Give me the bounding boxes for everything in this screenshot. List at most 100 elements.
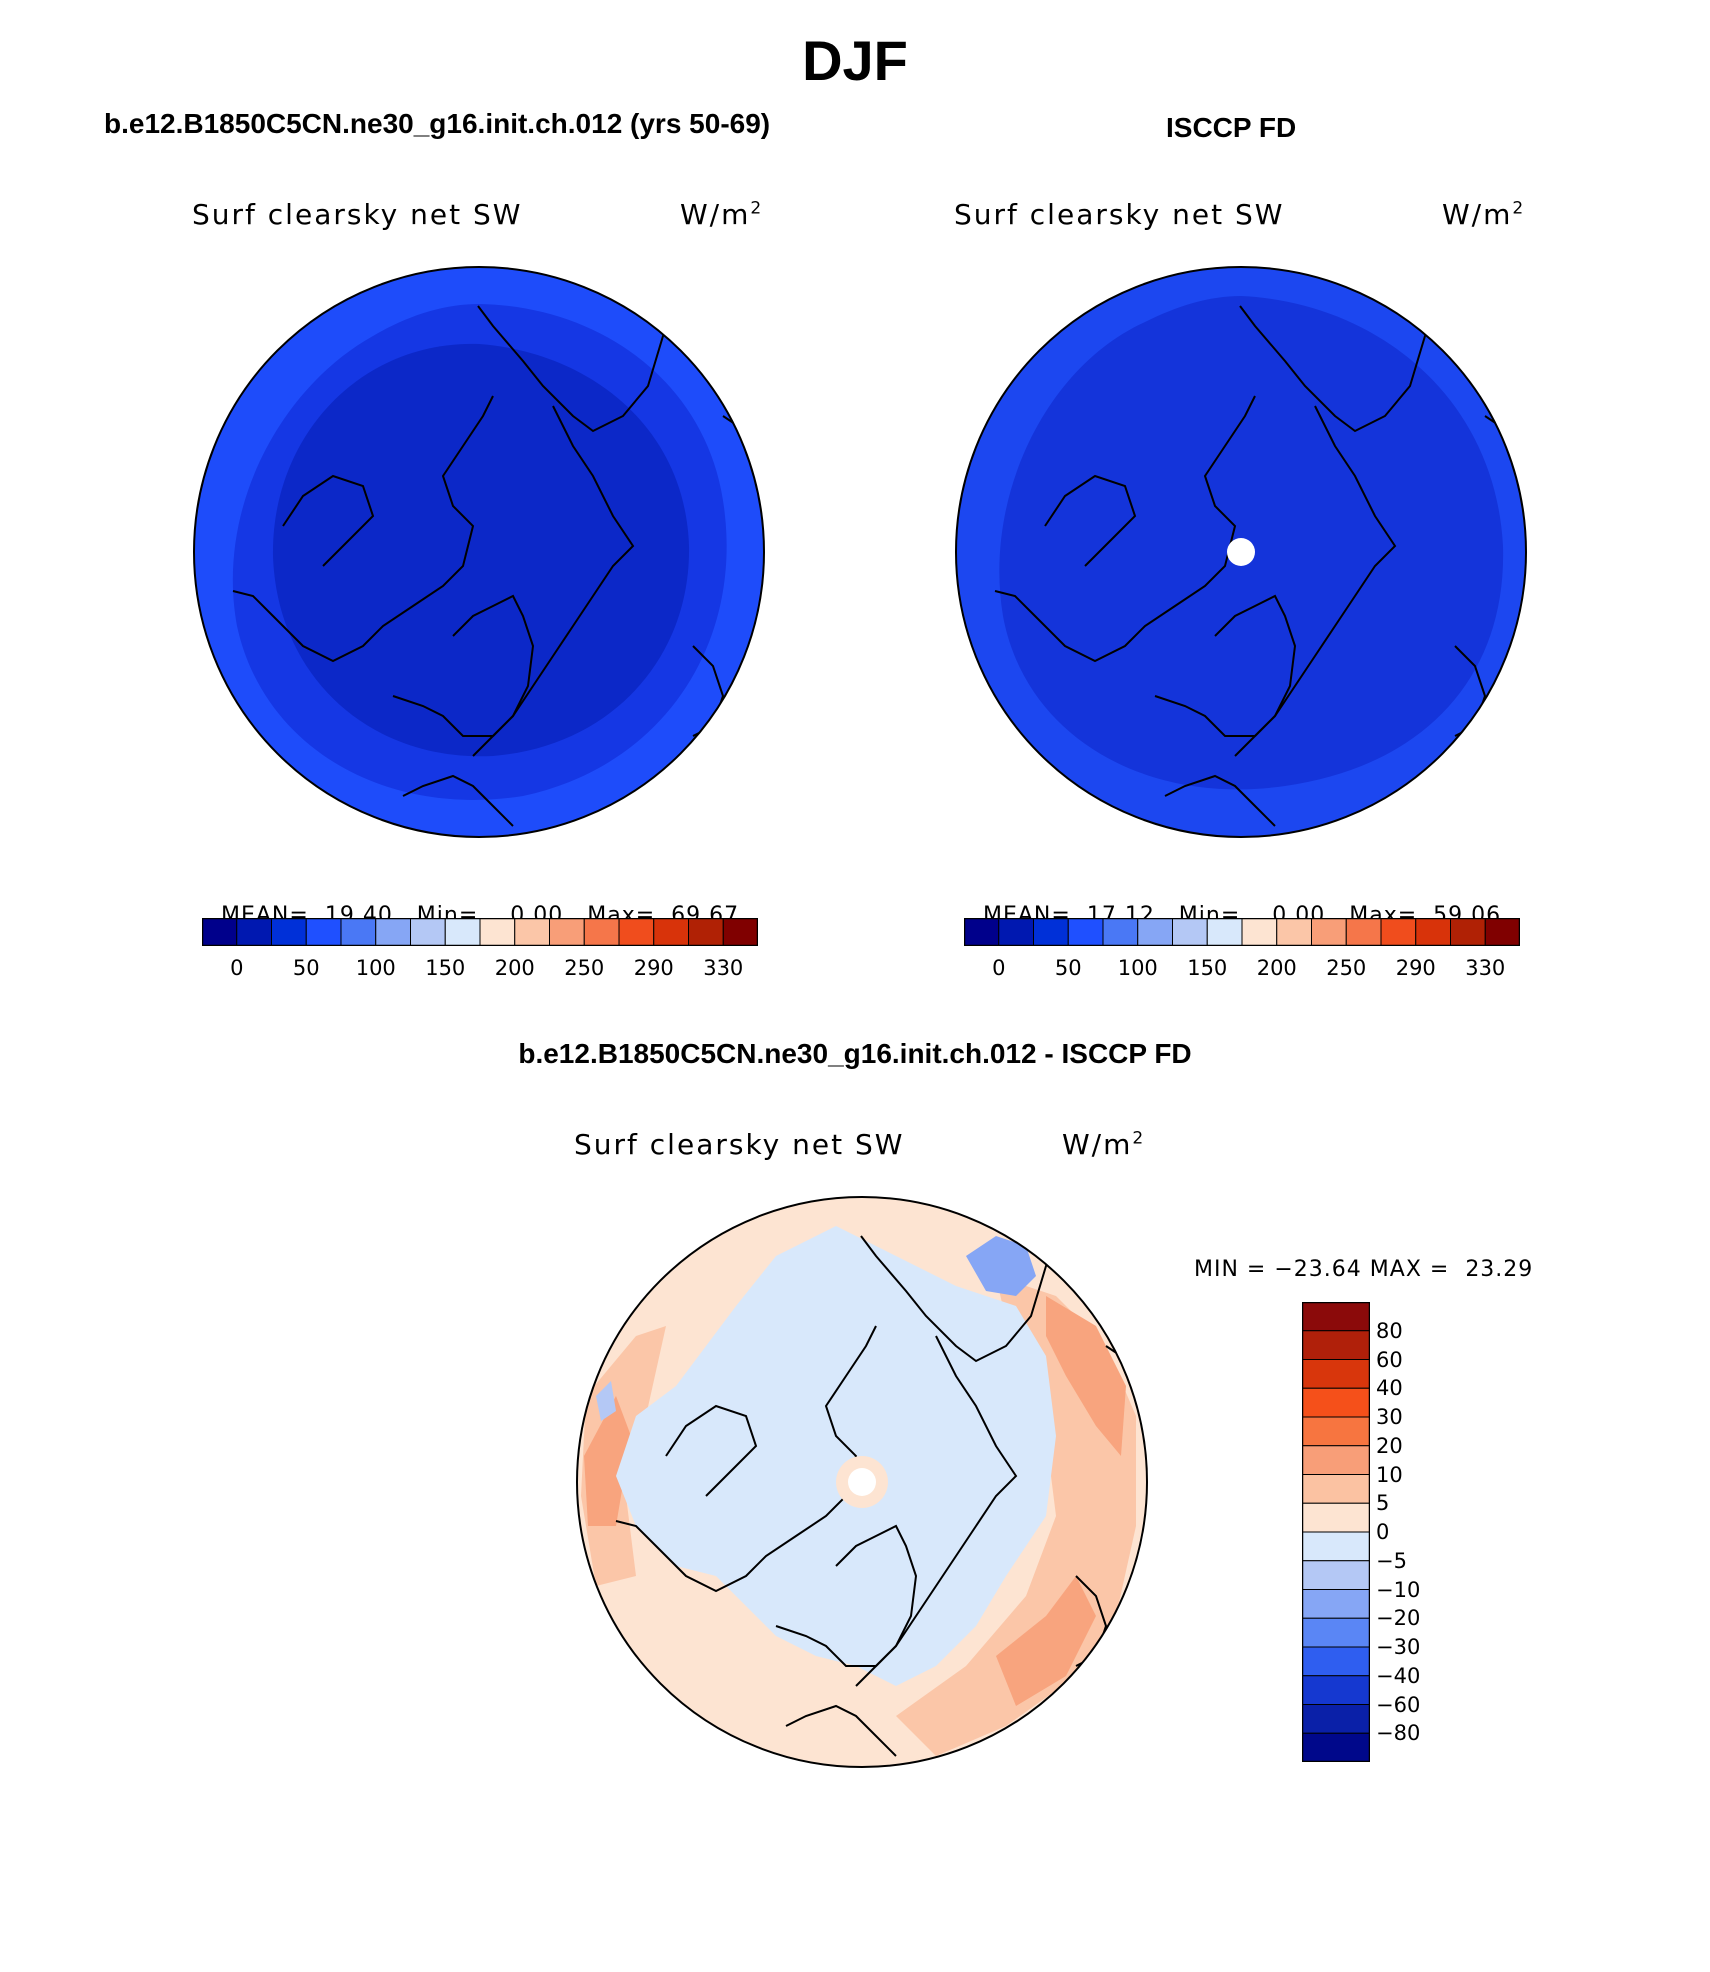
colorbar-tick-label: 150 [1187,956,1228,980]
panel1-field-label: Surf clearsky net SW [192,198,523,231]
colorbar-swatch [688,918,724,946]
colorbar-tick-label: −10 [1376,1577,1421,1602]
colorbar-swatch [236,918,272,946]
colorbar-swatch [1102,918,1139,946]
colorbar-frame [1302,1302,1370,1762]
colorbar-swatch [1415,918,1451,946]
panel1-field-inner [272,343,690,757]
colorbar-swatch [410,918,446,946]
colorbar-swatch [479,918,516,946]
colorbar-swatch [1302,1445,1370,1475]
colorbar-tick-label: 290 [1395,956,1436,980]
colorbar-swatch [271,918,307,946]
colorbar-tick-label: 250 [1326,956,1367,980]
colorbar-swatch [1450,918,1486,946]
colorbar-swatch [549,918,585,946]
colorbar-swatch [1302,1589,1370,1619]
panel3-colorbar [1302,1302,1370,1762]
colorbar-swatch [1302,1560,1370,1590]
colorbar-swatch [1302,1387,1370,1418]
colorbar-swatch [1302,1330,1370,1360]
colorbar-swatch [340,918,377,946]
colorbar-swatch [1276,918,1312,946]
colorbar-swatch [1302,1617,1370,1648]
colorbar-tick-label: 0 [992,956,1006,980]
colorbar-tick-label: 100 [1117,956,1158,980]
colorbar-tick-label: 50 [1054,956,1082,980]
panel2-field-label: Surf clearsky net SW [954,198,1285,231]
colorbar-tick-label: 200 [1256,956,1297,980]
colorbar-swatch [1302,1704,1370,1734]
colorbar-swatch [1380,918,1417,946]
panel2-colorbar [964,918,1520,946]
colorbar-swatch [202,918,238,946]
colorbar-tick-label: 100 [355,956,396,980]
colorbar-tick-label: 250 [564,956,605,980]
colorbar-tick-label: 0 [1376,1520,1390,1544]
colorbar-swatch [1302,1531,1370,1562]
colorbar-swatch [1302,1474,1370,1504]
colorbar-swatch [964,918,1000,946]
panel3-colorbar-ticks: 80 60 40 30 20 10 5 0 −5 −10 −20 −30 −40 −60 −80 [1376,1302,1456,1762]
colorbar-tick-label: −80 [1376,1721,1421,1746]
panel3-field-positive-west-strong [584,1396,631,1526]
panel3-stats: MIN = −23.64 MAX = 23.29 [1194,1257,1534,1282]
colorbar-tick-label: 5 [1376,1491,1390,1516]
colorbar-tick-label: −30 [1376,1635,1421,1659]
panel3-missing-pole [848,1468,876,1496]
panel3-field-positive-southeast [996,1576,1096,1706]
panel3-units: W/m2 [1062,1128,1146,1161]
colorbar-tick-label: 20 [1376,1433,1403,1458]
panel1-title: b.e12.B1850C5CN.ne30_g16.init.ch.012 (yr… [104,108,771,139]
colorbar-frame [964,918,1520,946]
panel2-missing-pole [1227,538,1255,566]
colorbar-tick-label: 0 [230,956,244,980]
panel2-title: ISCCP FD [1166,112,1297,143]
panel3-field-positive-east-strong [1046,1296,1126,1456]
colorbar-swatch [1302,1646,1370,1677]
colorbar-swatch [1302,1732,1370,1762]
colorbar-swatch [722,918,758,946]
colorbar-tick-label: −40 [1376,1663,1421,1688]
panel3-field-label: Surf clearsky net SW [574,1128,905,1161]
colorbar-tick-label: 40 [1376,1376,1403,1401]
colorbar-swatch [618,918,655,946]
colorbar-swatch [1311,918,1347,946]
panel3-coastlines [615,1225,1147,1757]
colorbar-swatch [653,918,689,946]
panel2-colorbar-ticks: 0 50 100 150 200 250 290 330 [964,956,1520,982]
colorbar-tick-label: 10 [1376,1462,1403,1487]
colorbar-tick-label: 330 [703,956,744,980]
colorbar-tick-label: −60 [1376,1692,1421,1717]
panel3-field-negative-patch-2 [596,1381,616,1421]
panel2-map [955,266,1527,838]
colorbar-tick-label: 330 [1465,956,1506,980]
panel1-map [193,266,765,838]
colorbar-swatch [1172,918,1208,946]
colorbar-swatch [1345,918,1382,946]
colorbar-swatch [998,918,1034,946]
colorbar-tick-label: 290 [633,956,674,980]
colorbar-tick-label: 50 [292,956,320,980]
colorbar-frame [202,918,758,946]
colorbar-tick-label: 80 [1376,1318,1403,1343]
colorbar-tick-label: 200 [494,956,535,980]
colorbar-swatch [1033,918,1069,946]
colorbar-swatch [375,918,411,946]
colorbar-swatch [1302,1359,1370,1389]
colorbar-tick-label: −20 [1376,1606,1421,1631]
colorbar-swatch [1302,1416,1370,1447]
colorbar-swatch [514,918,550,946]
panel3-title: b.e12.B1850C5CN.ne30_g16.init.ch.012 - I… [518,1038,1192,1069]
colorbar-swatch [305,918,342,946]
panel1-colorbar-ticks: 0 50 100 150 200 250 290 330 [202,956,758,982]
colorbar-swatch [1302,1502,1370,1533]
colorbar-swatch [1241,918,1278,946]
colorbar-tick-label: 60 [1376,1347,1403,1372]
colorbar-swatch [583,918,620,946]
panel1-units: W/m2 [680,198,764,231]
panel3-map [576,1196,1148,1768]
colorbar-swatch [1302,1302,1370,1332]
colorbar-tick-label: 30 [1376,1405,1403,1429]
page-title: DJF [802,29,908,92]
